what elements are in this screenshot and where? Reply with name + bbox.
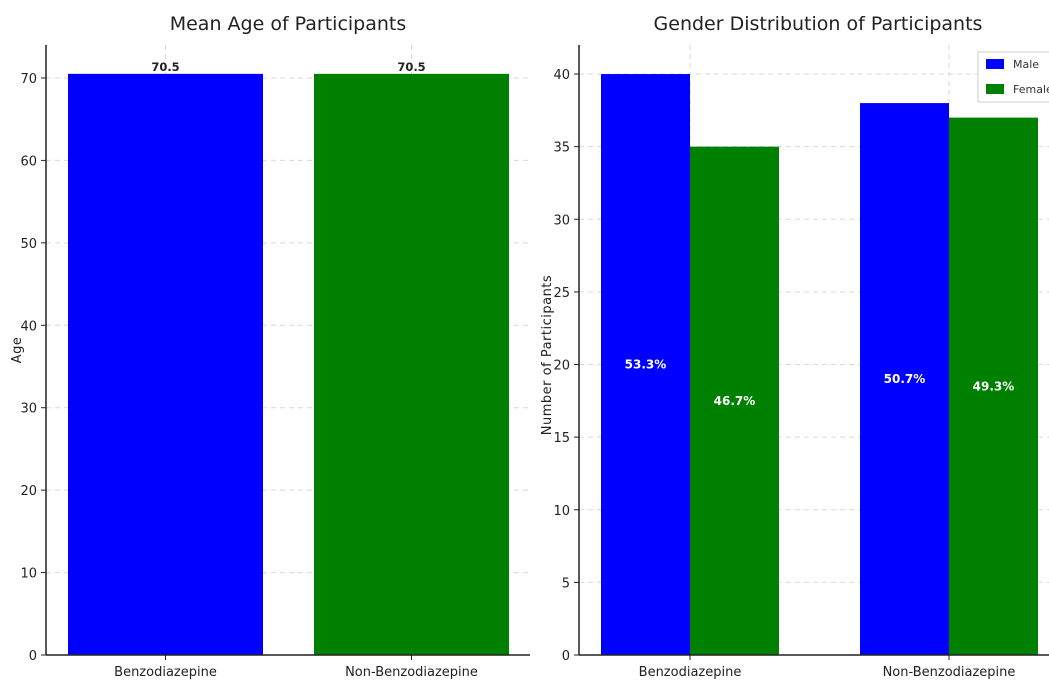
gender-y-axis-label: Number of Participants [540, 275, 555, 435]
gender-y-ticks: 0 5 10 15 20 25 30 35 40 [553, 68, 579, 664]
legend-label-female: Female [1013, 83, 1049, 96]
bar-non-benzodiazepine [314, 73, 509, 656]
mean-age-x-tick-label-benzodiazepine: Benzodiazepine [114, 665, 217, 680]
mean-age-bars [68, 73, 509, 656]
bar-benzodiazepine [68, 73, 263, 656]
percent-label-benzodiazepine-female: 46.7% [714, 394, 756, 408]
mean-age-y-tick-label: 0 [29, 649, 37, 664]
gender-x-tick-label-non-benzodiazepine: Non-Benzodiazepine [883, 665, 1016, 680]
gender-y-tick-label: 20 [553, 359, 570, 374]
gender-y-tick-label: 15 [553, 431, 570, 446]
gender-chart-title: Gender Distribution of Participants [654, 13, 983, 35]
mean-age-y-tick-label: 30 [20, 402, 37, 417]
mean-age-chart-title: Mean Age of Participants [170, 13, 407, 35]
gender-percent-labels: 53.3% 46.7% 50.7% 49.3% [625, 358, 1015, 408]
legend-swatch-female [986, 84, 1004, 94]
gender-y-tick-label: 35 [553, 141, 570, 156]
legend-swatch-male [986, 59, 1004, 69]
percent-label-non-benzodiazepine-female: 49.3% [973, 379, 1015, 393]
mean-age-x-ticks: Benzodiazepine Non-Benzodiazepine [114, 655, 478, 680]
gender-x-tick-label-benzodiazepine: Benzodiazepine [639, 665, 742, 680]
gender-y-tick-label: 0 [562, 649, 570, 664]
bar-benzodiazepine-female [690, 146, 779, 655]
gender-x-ticks: Benzodiazepine Non-Benzodiazepine [639, 655, 1016, 680]
gender-bars [601, 74, 1038, 656]
gender-y-tick-label: 25 [553, 286, 570, 301]
mean-age-y-axis-label: Age [10, 337, 25, 364]
mean-age-y-tick-label: 20 [20, 484, 37, 499]
gender-legend: Male Female [977, 51, 1049, 103]
mean-age-y-tick-label: 60 [20, 154, 37, 169]
mean-age-y-tick-label: 40 [20, 319, 37, 334]
mean-age-y-tick-label: 50 [20, 237, 37, 252]
percent-label-benzodiazepine-male: 53.3% [625, 358, 667, 372]
mean-age-y-tick-label: 10 [20, 567, 37, 582]
bar-benzodiazepine-male [601, 74, 690, 656]
mean-age-x-tick-label-non-benzodiazepine: Non-Benzodiazepine [345, 665, 478, 680]
gender-distribution-chart: Gender Distribution of Participants Numb… [540, 13, 1049, 680]
mean-age-value-labels: 70.5 70.5 [151, 60, 425, 74]
percent-label-non-benzodiazepine-male: 50.7% [884, 372, 926, 386]
gender-y-tick-label: 30 [553, 213, 570, 228]
legend-label-male: Male [1013, 58, 1039, 71]
gender-y-tick-label: 40 [553, 68, 570, 83]
bar-non-benzodiazepine-female [949, 117, 1038, 656]
mean-age-y-tick-label: 70 [20, 72, 37, 87]
mean-age-value-label-benzodiazepine: 70.5 [151, 60, 179, 74]
bar-non-benzodiazepine-male [860, 103, 949, 656]
gender-y-tick-label: 5 [562, 576, 570, 591]
mean-age-value-label-non-benzodiazepine: 70.5 [397, 60, 425, 74]
gender-y-tick-label: 10 [553, 504, 570, 519]
mean-age-y-ticks: 0 10 20 30 40 50 60 70 [20, 72, 46, 664]
mean-age-chart: Mean Age of Participants Age 0 10 20 30 40 50… [10, 13, 530, 680]
